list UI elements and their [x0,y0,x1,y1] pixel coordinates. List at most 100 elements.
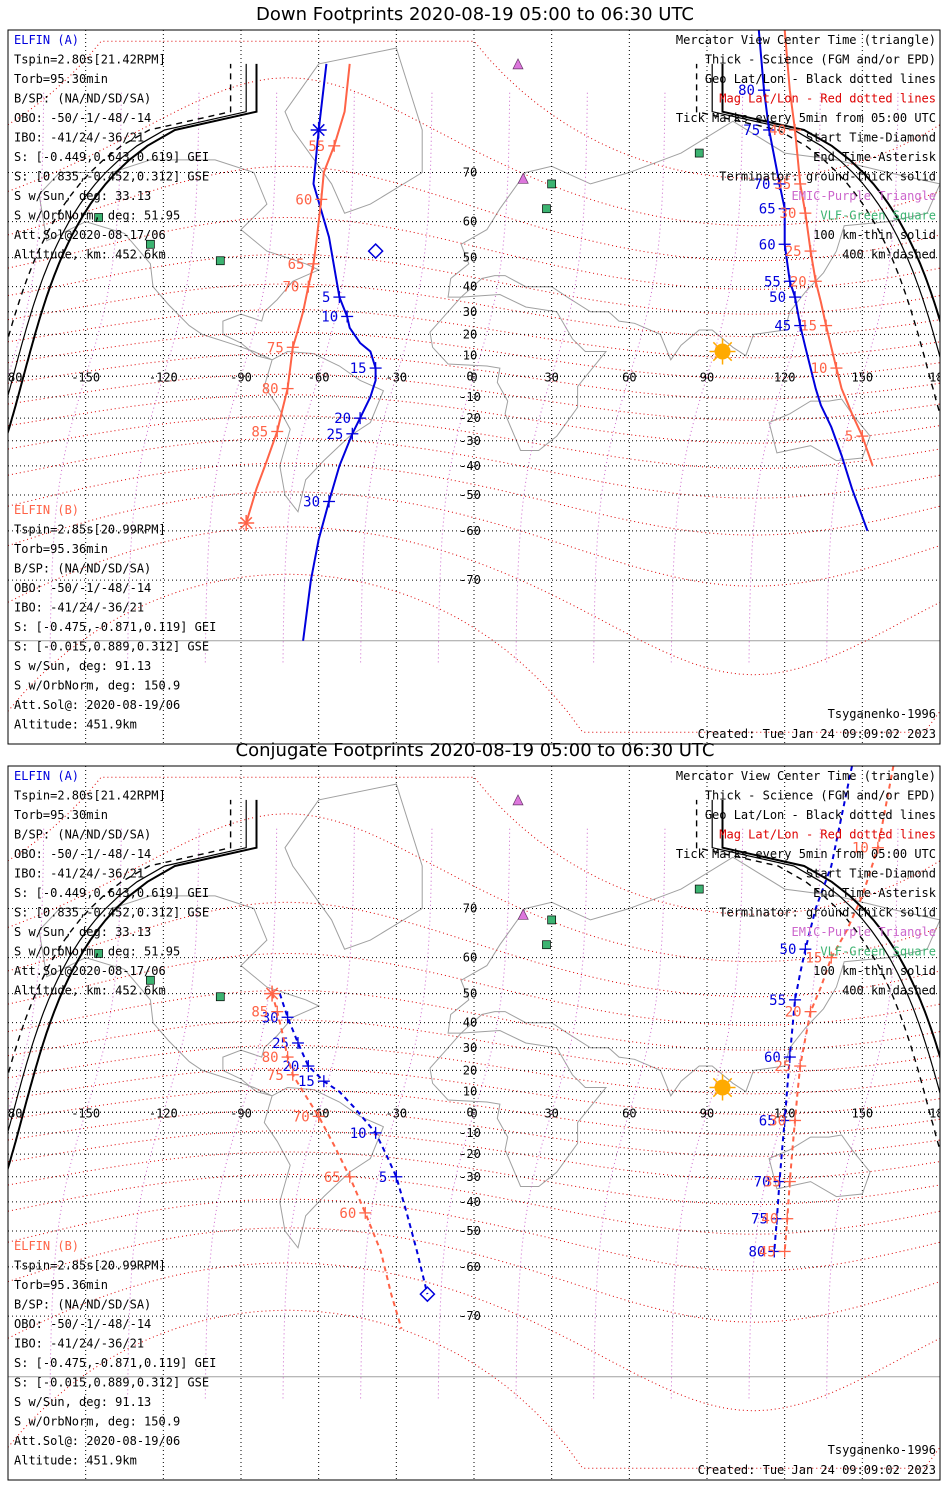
mag-lat-line [8,253,940,315]
elfin-b-info-line: IBO: -41/24/-36/21 [14,1337,144,1351]
track-time-label: 50 [769,290,786,306]
land-outline [429,1029,608,1187]
land-outline [38,895,320,1097]
legend-line: Geo Lat/Lon - Black dotted lines [705,72,936,86]
lat-tick-label: 10 [463,1085,477,1099]
terminator-line [8,799,247,1134]
track-line [783,766,895,1252]
land-outline [8,640,940,744]
sun-ray [712,356,718,362]
track-time-label: 55 [764,274,781,290]
elfin-a-info-line: Tspin=2.80s[21.42RPM] [14,53,166,67]
track-time-label: 60 [339,1206,356,1222]
elfin-a-info-line: S w/OrbNorm, deg: 51.95 [14,945,180,959]
mag-lat-line [8,952,940,1026]
elfin-b-info-line: S: [-0.015,0.889,0.312] GSE [14,1376,209,1390]
emic-station-marker [517,908,529,920]
start-diamond-icon [419,1286,436,1303]
land-outline [768,1134,871,1198]
track-time-label: 45 [759,1244,776,1260]
mag-lon-line [670,90,744,663]
lat-tick-label: 40 [463,1016,477,1030]
mag-lon-line [282,90,355,663]
land-outline [284,47,423,214]
track-time-label: 60 [759,237,776,253]
track-time-label: 75 [743,123,760,139]
track-time-label: 80 [738,83,755,99]
mag-lat-line [8,1089,940,1136]
mag-lon-line [49,90,122,663]
elfin-a-info-line: OBO: -50/-1/-48/-14 [14,111,151,125]
legend-line: 100 km-thin solid [813,964,936,978]
map-frame [7,29,941,745]
sun-ray [727,1092,733,1098]
down-footprints-map: -180-150-120-90-60-300306090120150180-70… [7,29,941,745]
elfin-a-info-line: ELFIN (A) [14,33,79,47]
mag-lon-line [748,90,821,663]
legend-line: Mag Lat/Lon - Red dotted lines [719,92,936,106]
terminator-line [8,63,232,341]
track-line [271,993,403,1329]
mag-lat-line [8,353,940,400]
elfin-a-info-line: S: [0.835,-0.452,0.312] GSE [14,170,209,184]
elfin-b-info-line: S w/OrbNorm, deg: 150.9 [14,679,180,693]
top-panel-title: Down Footprints 2020-08-19 05:00 to 06:3… [256,4,694,25]
lat-tick-label: 60 [463,215,477,229]
elfin-a-info-line: B/SP: (NA/ND/SD/SA) [14,828,151,842]
lat-tick-label: 30 [463,305,477,319]
lat-tick-label: 20 [463,1063,477,1077]
lat-tick-label: 70 [463,165,477,179]
lon-tick-label: 60 [622,1106,636,1120]
legend-line: EMIC-Purple Triangle [792,925,937,939]
mag-lat-line [8,1227,940,1323]
track-time-label: 10 [852,841,869,857]
legend-line: End Time-Asterisk [813,150,937,164]
elfin-b-info-line: Att.Sol@: 2020-08-19/06 [14,1434,180,1448]
lat-tick-label: -70 [459,1309,481,1323]
track-time-label: 65 [288,257,305,273]
legend-line: 100 km-thin solid [813,228,936,242]
lon-tick-label: -90 [230,370,252,384]
track-time-label: 15 [800,319,817,335]
elfin-b-info-line: S w/Sun, deg: 91.13 [14,659,151,673]
land-outline [429,293,608,451]
track-time-label: 55 [769,993,786,1009]
track-line [783,30,874,467]
lon-tick-label: 60 [622,370,636,384]
legend-line: Mercator View Center Time (triangle) [676,33,936,47]
elfin-b-info-line: S: [-0.475,-0.871,0.119] GEI [14,620,216,634]
legend-line: VLF-Green Square [820,209,936,223]
elfin-b-info-line: Tspin=2.85s[20.99RPM] [14,1259,166,1273]
mag-lat-line [8,1109,940,1157]
mag-lon-line [282,826,355,1399]
elfin-a-info-line: S: [-0.449,0.643,0.619] GEI [14,150,209,164]
lat-tick-label: -70 [459,573,481,587]
elfin-a-info-line: IBO: -41/24/-36/21 [14,867,144,881]
created-label: Created: Tue Jan 24 09:09:02 2023 [698,1463,936,1477]
track-time-label: 80 [262,1050,279,1066]
elfin-a-info-line: Tspin=2.80s[21.42RPM] [14,789,166,803]
track-time-label: 70 [754,177,771,193]
track-time-label: 85 [251,1005,268,1021]
model-label: Tsyganenko-1996 [828,707,936,721]
elfin-a-info-line: Altitude, km: 452.6km [14,984,166,998]
sun-ray [727,341,733,347]
elfin-a-info-line: Att.Sol@2020-08-17/06 [14,964,166,978]
track-time-label: 30 [780,206,797,222]
track-time-label: 15 [350,361,367,377]
mag-lat-line [8,437,940,499]
subsolar-point-icon [714,343,731,360]
track-time-label: 15 [298,1074,315,1090]
track-time-label: 25 [326,427,343,443]
mag-lon-line [515,826,588,1399]
mag-lat-line [8,40,940,179]
land-outline [263,350,385,513]
vlf-station-marker [146,239,155,249]
elfin-b-info-line: ELFIN (B) [14,1239,79,1253]
track-time-label: 80 [748,1244,765,1260]
land-outline [768,398,871,462]
legend-line: Terminator: ground-thick solid [719,906,936,920]
track-time-label: 25 [774,1059,791,1075]
model-label: Tsyganenko-1996 [828,1443,936,1457]
mag-lon-line [515,90,588,663]
